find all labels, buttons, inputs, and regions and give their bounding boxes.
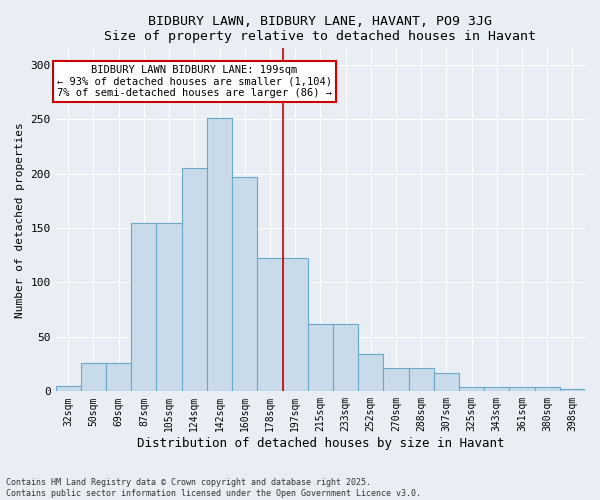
Bar: [383, 368, 409, 392]
Bar: [207, 118, 232, 392]
Bar: [106, 363, 131, 392]
Text: Contains HM Land Registry data © Crown copyright and database right 2025.
Contai: Contains HM Land Registry data © Crown c…: [6, 478, 421, 498]
Bar: [283, 258, 308, 392]
X-axis label: Distribution of detached houses by size in Havant: Distribution of detached houses by size …: [137, 437, 504, 450]
Bar: [358, 354, 383, 392]
Bar: [434, 373, 459, 392]
Bar: [81, 363, 106, 392]
Bar: [535, 387, 560, 392]
Bar: [308, 324, 333, 392]
Text: BIDBURY LAWN BIDBURY LANE: 199sqm
← 93% of detached houses are smaller (1,104)
7: BIDBURY LAWN BIDBURY LANE: 199sqm ← 93% …: [57, 64, 332, 98]
Bar: [131, 222, 157, 392]
Y-axis label: Number of detached properties: Number of detached properties: [15, 122, 25, 318]
Bar: [333, 324, 358, 392]
Bar: [484, 387, 509, 392]
Bar: [409, 368, 434, 392]
Title: BIDBURY LAWN, BIDBURY LANE, HAVANT, PO9 3JG
Size of property relative to detache: BIDBURY LAWN, BIDBURY LANE, HAVANT, PO9 …: [104, 15, 536, 43]
Bar: [232, 177, 257, 392]
Bar: [157, 222, 182, 392]
Bar: [509, 387, 535, 392]
Bar: [459, 387, 484, 392]
Bar: [257, 258, 283, 392]
Bar: [182, 168, 207, 392]
Bar: [56, 386, 81, 392]
Bar: [560, 389, 585, 392]
